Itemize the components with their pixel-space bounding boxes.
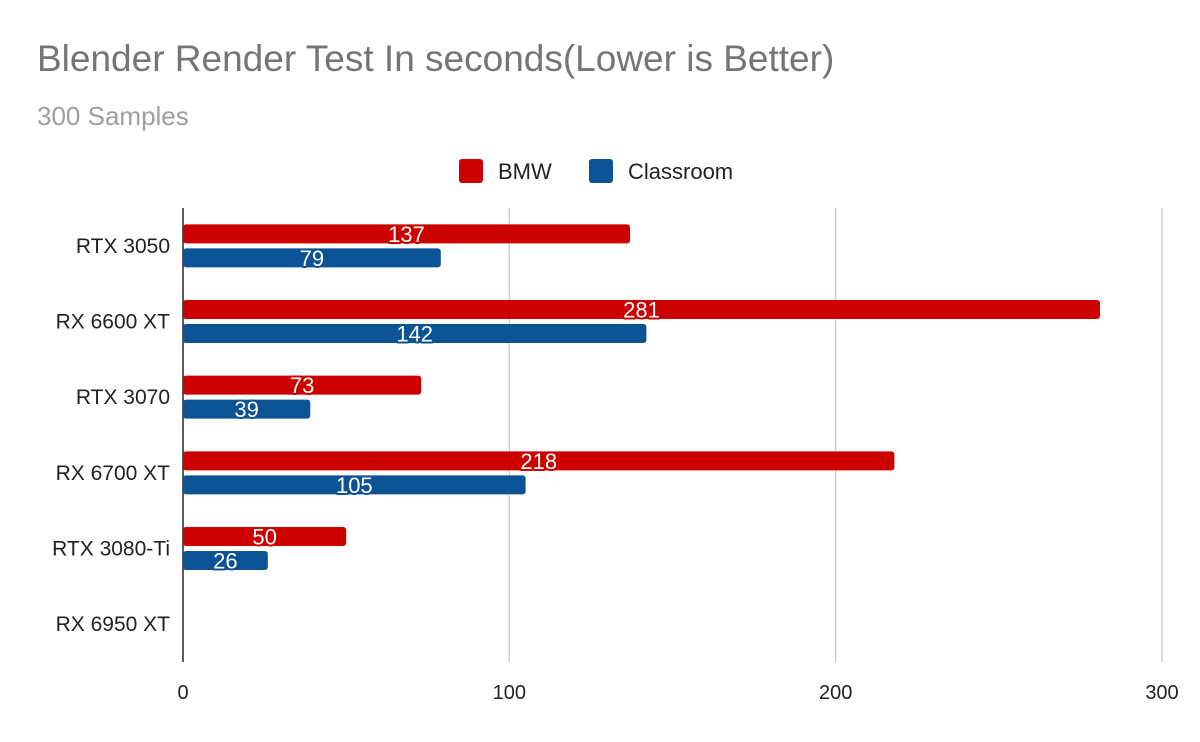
data-label: 26 xyxy=(213,549,237,574)
legend-label: BMW xyxy=(498,159,552,184)
data-label: 73 xyxy=(290,373,314,398)
bar-classroom xyxy=(183,248,441,268)
legend-swatch-classroom xyxy=(589,159,613,183)
data-label: 218 xyxy=(520,449,557,474)
category-label: RX 6950 XT xyxy=(56,613,171,636)
legend-swatch-bmw xyxy=(459,159,483,183)
bar-bmw xyxy=(183,527,347,546)
bar-bmw xyxy=(183,300,1100,319)
x-tick-label: 100 xyxy=(493,682,526,704)
bar-classroom xyxy=(183,399,311,419)
data-label: 50 xyxy=(252,525,276,550)
legend-label: Classroom xyxy=(628,159,733,184)
x-tick-label: 300 xyxy=(1145,682,1178,704)
chart-title: Blender Render Test In seconds(Lower is … xyxy=(37,38,835,79)
data-label: 105 xyxy=(336,473,373,498)
chart-subtitle: 300 Samples xyxy=(37,101,189,131)
category-label: RTX 3080-Ti xyxy=(52,538,170,561)
bar-bmw xyxy=(183,224,631,244)
bar-bmw xyxy=(183,451,895,471)
data-label: 137 xyxy=(388,222,425,247)
x-tick-label: 200 xyxy=(819,682,852,704)
bar-classroom xyxy=(183,551,268,570)
data-label: 281 xyxy=(623,298,660,323)
category-label: RTX 3050 xyxy=(76,235,170,258)
x-tick-label: 0 xyxy=(177,682,188,704)
data-label: 39 xyxy=(234,397,258,422)
bar-bmw xyxy=(183,375,422,395)
category-label: RX 6700 XT xyxy=(56,462,171,485)
data-label: 142 xyxy=(396,322,433,347)
bar-classroom xyxy=(183,324,647,343)
data-label: 79 xyxy=(300,246,324,271)
category-label: RTX 3070 xyxy=(76,386,170,409)
bar-classroom xyxy=(183,475,526,495)
category-label: RX 6600 XT xyxy=(56,311,171,334)
